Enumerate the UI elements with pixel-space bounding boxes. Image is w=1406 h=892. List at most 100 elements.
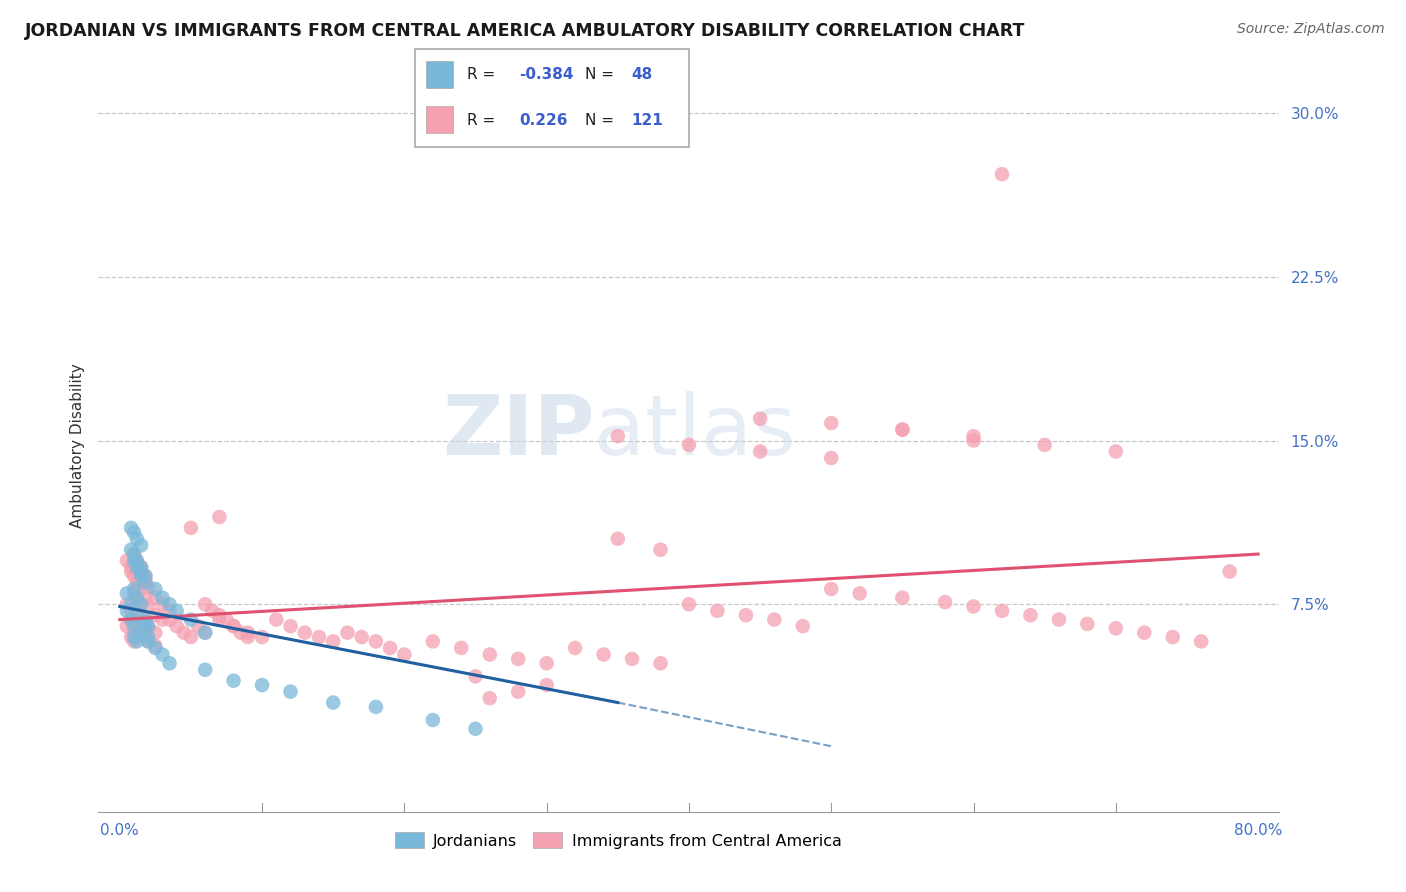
Point — [134, 591, 156, 605]
Point — [222, 673, 245, 688]
Point — [991, 167, 1014, 181]
Point — [250, 630, 273, 644]
Point — [134, 574, 156, 588]
Point — [134, 619, 156, 633]
Text: N =: N = — [585, 112, 619, 128]
Point — [143, 625, 166, 640]
Point — [129, 565, 152, 579]
Point — [159, 613, 181, 627]
Point — [122, 547, 145, 561]
Text: 48: 48 — [631, 67, 652, 81]
Point — [962, 599, 984, 614]
Point — [129, 569, 152, 583]
Point — [125, 554, 148, 568]
Point — [122, 619, 145, 633]
Point — [115, 586, 138, 600]
Point — [650, 657, 672, 671]
Point — [115, 554, 138, 568]
Point — [763, 613, 786, 627]
Point — [122, 624, 145, 638]
Text: ZIP: ZIP — [441, 391, 595, 472]
Point — [734, 608, 756, 623]
Point — [215, 613, 238, 627]
Point — [1189, 634, 1212, 648]
Point — [336, 625, 359, 640]
Point — [749, 444, 772, 458]
Point — [1105, 621, 1128, 635]
Point — [464, 722, 486, 736]
Text: atlas: atlas — [595, 391, 796, 472]
Point — [378, 640, 401, 655]
Point — [159, 657, 181, 671]
Point — [136, 634, 159, 648]
Point — [364, 634, 387, 648]
Point — [120, 604, 142, 618]
Point — [536, 657, 558, 671]
Point — [134, 613, 156, 627]
Point — [122, 630, 145, 644]
Point — [394, 648, 416, 662]
Point — [621, 652, 644, 666]
Point — [122, 569, 145, 583]
Point — [125, 575, 148, 590]
Legend: Jordanians, Immigrants from Central America: Jordanians, Immigrants from Central Amer… — [388, 826, 848, 855]
Text: -0.384: -0.384 — [519, 67, 574, 81]
Point — [706, 604, 728, 618]
Point — [222, 619, 245, 633]
Point — [122, 525, 145, 540]
Point — [536, 678, 558, 692]
Point — [606, 429, 628, 443]
Point — [891, 591, 914, 605]
Point — [180, 521, 202, 535]
Point — [166, 604, 188, 618]
Point — [266, 613, 288, 627]
Point — [125, 560, 148, 574]
Point — [792, 619, 814, 633]
Point — [236, 625, 259, 640]
Point — [280, 684, 302, 698]
Point — [1219, 565, 1241, 579]
Point — [236, 630, 259, 644]
Point — [136, 621, 159, 635]
Point — [508, 652, 530, 666]
Point — [187, 619, 209, 633]
Point — [134, 630, 156, 644]
Point — [152, 591, 174, 605]
Point — [115, 597, 138, 611]
Point — [322, 696, 344, 710]
Point — [194, 625, 217, 640]
Point — [1033, 438, 1056, 452]
Point — [125, 595, 148, 609]
Point — [749, 411, 772, 425]
Point — [120, 613, 142, 627]
Point — [222, 619, 245, 633]
Point — [478, 648, 501, 662]
Point — [422, 713, 444, 727]
FancyBboxPatch shape — [426, 61, 453, 88]
FancyBboxPatch shape — [426, 106, 453, 134]
Point — [208, 510, 231, 524]
Point — [143, 591, 166, 605]
Point — [134, 575, 156, 590]
Point — [152, 597, 174, 611]
Point — [280, 619, 302, 633]
Point — [678, 438, 700, 452]
Point — [364, 700, 387, 714]
Point — [134, 569, 156, 583]
Point — [143, 582, 166, 596]
Point — [820, 450, 842, 465]
Point — [122, 582, 145, 596]
Point — [934, 595, 956, 609]
Point — [120, 542, 142, 557]
Y-axis label: Ambulatory Disability: Ambulatory Disability — [69, 364, 84, 528]
Point — [322, 634, 344, 648]
Point — [159, 597, 181, 611]
Point — [564, 640, 586, 655]
Point — [129, 619, 152, 633]
Point — [136, 580, 159, 594]
Point — [194, 597, 217, 611]
Point — [294, 625, 316, 640]
Point — [115, 604, 138, 618]
Point — [122, 547, 145, 561]
Point — [891, 423, 914, 437]
